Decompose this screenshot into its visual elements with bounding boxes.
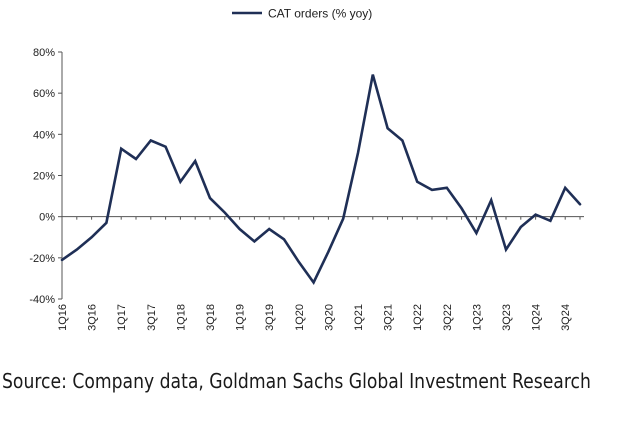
x-tick-label: 3Q24 <box>560 304 572 331</box>
y-axis: -40% -20% 0% 20% 40% 60% 80% <box>29 47 63 306</box>
x-tick-label: 3Q20 <box>323 304 335 331</box>
x-tick-label: 1Q23 <box>471 304 483 331</box>
y-tick-label: 0% <box>39 212 55 224</box>
x-tick-label: 3Q18 <box>205 304 217 331</box>
legend: CAT orders (% yoy) <box>232 7 372 21</box>
x-tick-label: 3Q23 <box>501 304 513 331</box>
series-line-cat-orders <box>60 74 582 286</box>
x-tick-label: 1Q24 <box>531 304 543 331</box>
x-tick-label: 1Q22 <box>412 304 424 331</box>
x-tick-label: 1Q16 <box>57 304 69 331</box>
x-tick-label: 1Q17 <box>116 304 128 331</box>
y-tick-label: 20% <box>33 171 55 183</box>
x-tick-label: 1Q18 <box>175 304 187 331</box>
x-tick-label: 3Q16 <box>87 304 99 331</box>
legend-label: CAT orders (% yoy) <box>268 7 372 21</box>
chart-svg: CAT orders (% yoy) -40% -20% 0% 20% 40% 60% 80… <box>29 7 584 331</box>
x-tick-label: 1Q20 <box>294 304 306 331</box>
y-tick-label: 40% <box>33 129 55 141</box>
x-tick-label: 3Q22 <box>442 304 454 331</box>
x-tick-label: 1Q19 <box>235 304 247 331</box>
x-tick-label: 3Q19 <box>264 304 276 331</box>
y-tick-label: -20% <box>29 253 55 265</box>
y-tick-label: -40% <box>29 294 55 306</box>
x-axis: 1Q16 3Q16 1Q17 3Q17 1Q18 3Q18 1Q19 3Q19 1Q20 3Q20… <box>57 216 584 331</box>
x-tick-label: 3Q21 <box>383 304 395 331</box>
y-tick-label: 80% <box>33 47 55 59</box>
source-note: Source: Company data, Goldman Sachs Glob… <box>2 369 591 393</box>
y-tick-label: 60% <box>33 88 55 100</box>
plot-area <box>60 74 582 286</box>
x-tick-label: 3Q17 <box>146 304 158 331</box>
x-tick-label: 1Q21 <box>353 304 365 331</box>
